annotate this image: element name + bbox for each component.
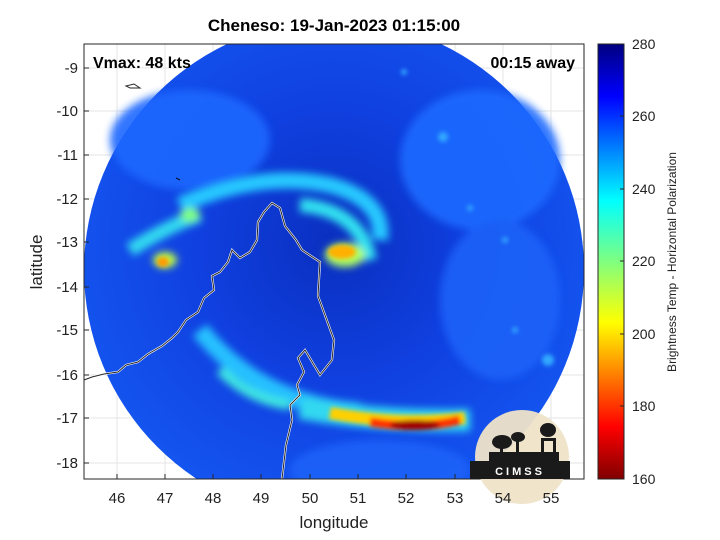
x-tick-label: 54	[495, 490, 512, 507]
chart-title: Cheneso: 19-Jan-2023 01:15:00	[208, 16, 460, 35]
colorbar-tick-label: 280	[632, 36, 656, 52]
colorbar-tick-label: 260	[632, 108, 656, 124]
y-axis-label: latitude	[27, 235, 46, 290]
x-tick-labels: 46 47 48 49 50 51 52 53 54 55	[109, 490, 560, 507]
colorbar-tick-label: 160	[632, 471, 656, 487]
colorbar-tick-label: 240	[632, 181, 656, 197]
vmax-label: Vmax: 48 kts	[93, 55, 191, 72]
colorbar-tick-label: 180	[632, 398, 656, 414]
x-tick-label: 48	[205, 490, 222, 507]
colorbar: 280 260 240 220 200 180 160 Brightness T…	[597, 36, 679, 487]
x-tick-label: 46	[109, 490, 126, 507]
colorbar-tick-label: 200	[632, 326, 656, 342]
y-tick-label: -10	[56, 103, 78, 120]
y-tick-label: -12	[56, 191, 78, 208]
colorbar-tick-label: 220	[632, 253, 656, 269]
x-tick-label: 53	[447, 490, 464, 507]
y-tick-label: -13	[56, 234, 78, 251]
x-axis-label: longitude	[299, 513, 368, 532]
cimss-logo: CIMSS	[470, 410, 570, 504]
x-tick-label: 47	[157, 490, 174, 507]
y-tick-label: -17	[56, 410, 78, 427]
y-tick-label: -16	[56, 367, 78, 384]
y-tick-label: -11	[57, 147, 78, 164]
x-tick-label: 51	[350, 490, 367, 507]
plot-frame	[83, 43, 585, 480]
y-tick-label: -9	[65, 60, 78, 77]
colorbar-label: Brightness Temp - Horizontal Polarizatio…	[665, 152, 679, 372]
y-tick-label: -14	[56, 279, 78, 296]
cimss-logo-text: CIMSS	[495, 466, 545, 478]
y-tick-label: -18	[56, 455, 78, 472]
x-tick-label: 49	[253, 490, 270, 507]
x-tick-label: 52	[398, 490, 415, 507]
x-tick-label: 55	[543, 490, 560, 507]
y-tick-labels: -9 -10 -11 -12 -13 -14 -15 -16 -17 -18	[56, 60, 78, 472]
plot-area: Vmax: 48 kts 00:15 away CIMSS	[83, 43, 585, 504]
time-away-label: 00:15 away	[490, 55, 575, 72]
x-tick-label: 50	[302, 490, 319, 507]
y-tick-label: -15	[56, 322, 78, 339]
